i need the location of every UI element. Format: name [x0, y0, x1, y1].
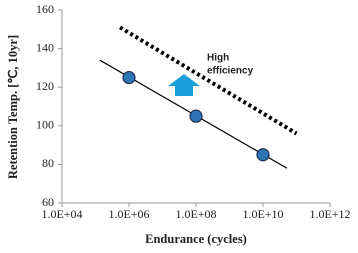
y-tick-label: 160: [36, 2, 54, 16]
y-tick-label: 140: [36, 40, 54, 54]
x-tick-label: 1.0E+08: [175, 207, 216, 221]
annotation: efficiency: [207, 66, 254, 77]
y-tick-label: 100: [36, 118, 54, 132]
y-tick-label: 80: [42, 156, 54, 170]
dotted-line: [119, 25, 298, 136]
x-tick-label: 1.0E+06: [108, 207, 149, 221]
point: [256, 148, 270, 162]
x-tick-label: 1.0E+10: [242, 207, 283, 221]
y-tick-label: 60: [42, 195, 54, 209]
x-tick-label: 1.0E+04: [41, 207, 82, 221]
y-axis-label: Retention Temp. [℃, 10yr]: [6, 35, 20, 179]
point: [189, 109, 203, 123]
arrow: [168, 74, 200, 96]
x-tick-label: 1.0E+12: [309, 207, 350, 221]
x-axis-label: Endurance (cycles): [145, 232, 247, 246]
point: [122, 70, 136, 85]
y-tick-label: 120: [36, 79, 54, 93]
annotation: High: [207, 53, 229, 64]
